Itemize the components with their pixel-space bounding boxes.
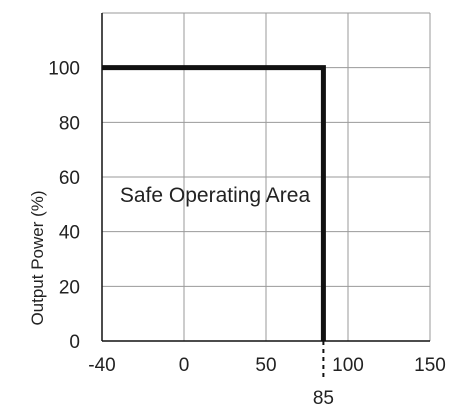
y-tick-labels: 0 20 40 60 80 100 <box>48 59 80 353</box>
y-tick-label: 20 <box>59 277 80 298</box>
x-tick-label: 50 <box>255 355 276 376</box>
y-tick-label: 60 <box>59 168 80 189</box>
x-tick-label: 100 <box>332 355 364 376</box>
y-axis-label: Output Power (%) <box>28 190 47 325</box>
marker-value-label: 85 <box>313 388 334 407</box>
derating-curve <box>102 65 326 341</box>
y-tick-label: 100 <box>48 59 80 80</box>
x-tick-labels: -40 0 50 100 150 <box>88 355 446 376</box>
y-tick-label: 40 <box>59 223 80 244</box>
y-tick-label: 0 <box>69 332 80 353</box>
safe-operating-area-label: Safe Operating Area <box>120 184 311 207</box>
marker-group: 85 <box>313 341 334 407</box>
series-lines <box>102 65 326 341</box>
grid-lines <box>101 12 431 342</box>
x-tick-label: 0 <box>179 355 190 376</box>
y-tick-label: 80 <box>59 113 80 134</box>
x-tick-label: -40 <box>88 355 115 376</box>
x-tick-label: 150 <box>414 355 446 376</box>
